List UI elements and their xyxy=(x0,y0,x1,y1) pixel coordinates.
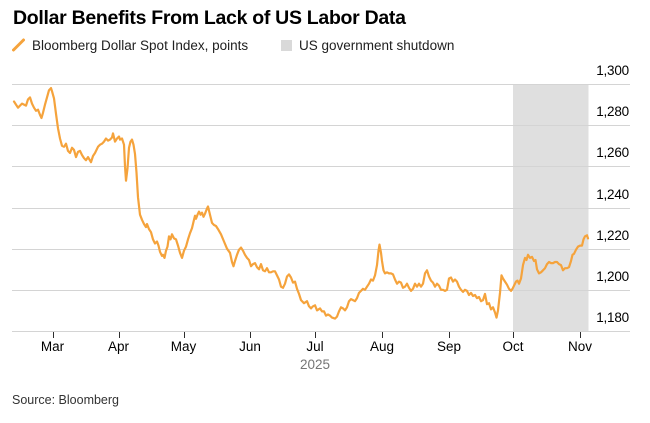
x-axis-label: Nov xyxy=(567,339,592,354)
source-note: Source: Bloomberg xyxy=(12,393,120,407)
y-axis-label: 1,280 xyxy=(596,104,629,120)
shutdown-band-swatch-icon xyxy=(281,39,292,51)
shutdown-band xyxy=(513,84,589,331)
legend-item-index-line: Bloomberg Dollar Spot Index, points xyxy=(12,36,248,54)
x-axis-label: Aug xyxy=(369,339,395,354)
x-axis-label: Sep xyxy=(436,339,462,354)
y-axis-label: 1,240 xyxy=(596,186,629,202)
legend-item-shutdown-band: US government shutdown xyxy=(281,36,454,54)
y-axis-label: 1,260 xyxy=(596,145,629,161)
x-axis-label: Mar xyxy=(40,339,65,354)
legend-label-index-line: Bloomberg Dollar Spot Index, points xyxy=(32,37,249,53)
x-axis-label: Jun xyxy=(239,339,261,354)
index-line xyxy=(12,86,590,320)
y-axis-label: 1,200 xyxy=(596,268,629,284)
chart-title: Dollar Benefits From Lack of US Labor Da… xyxy=(13,7,406,29)
x-axis-label: Jul xyxy=(306,339,324,354)
line-series-swatch-icon xyxy=(12,38,25,52)
y-axis-label: 1,180 xyxy=(596,310,629,325)
y-axis-label: 1,220 xyxy=(596,227,629,243)
legend-label-shutdown-band: US government shutdown xyxy=(299,37,455,53)
x-axis-label: Oct xyxy=(502,339,524,354)
legend: Bloomberg Dollar Spot Index, points US g… xyxy=(0,36,650,54)
y-axis-label: 1,300 xyxy=(596,63,629,78)
x-axis-label: May xyxy=(170,339,197,354)
x-axis-year-label: 2025 xyxy=(299,357,331,372)
x-axis-label: Apr xyxy=(107,339,129,354)
